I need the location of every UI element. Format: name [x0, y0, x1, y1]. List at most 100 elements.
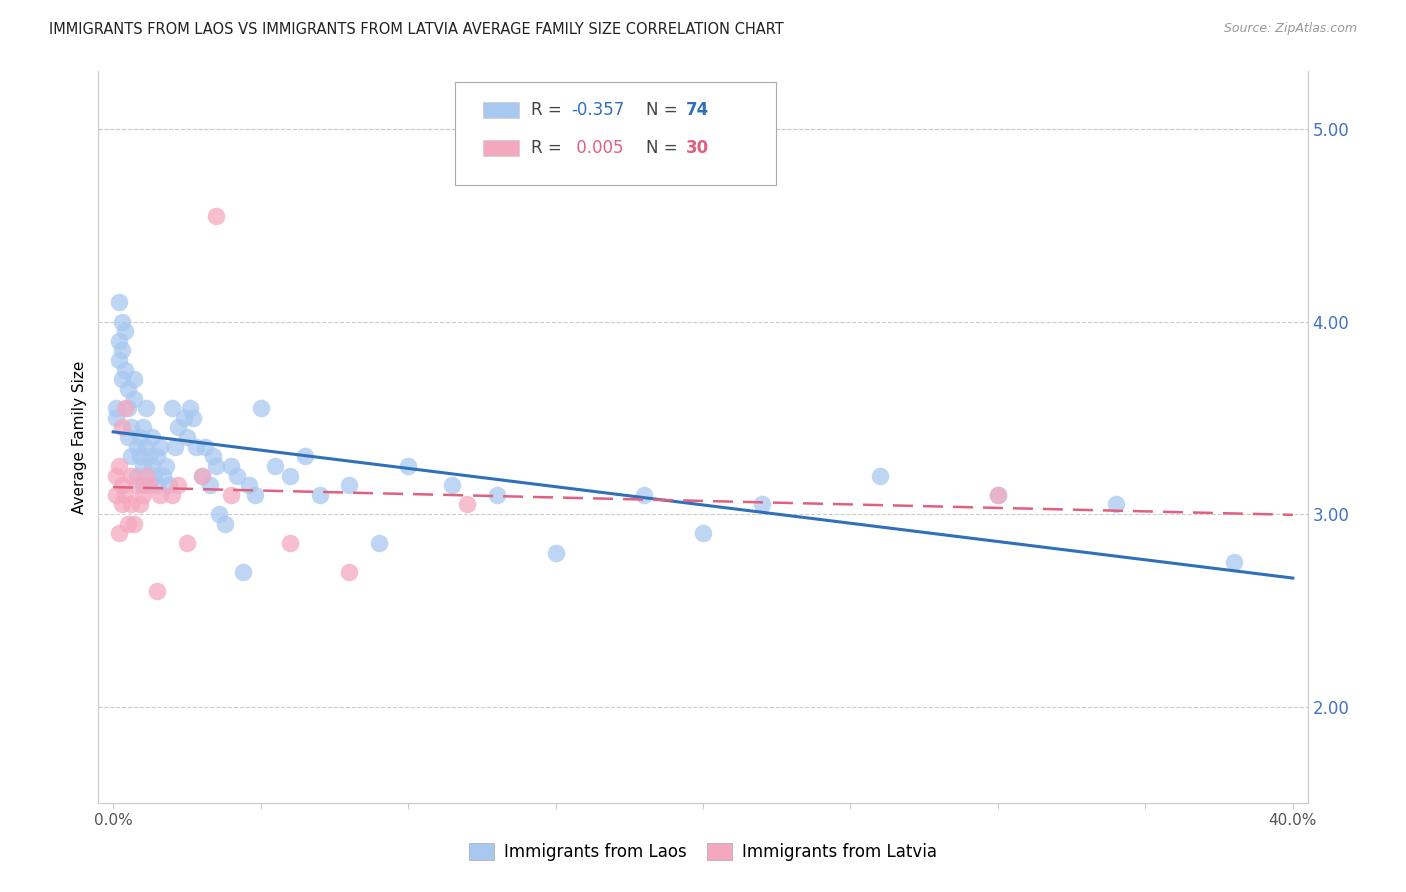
Point	[208, 507, 231, 521]
Point	[264, 458, 287, 473]
Point	[214, 516, 236, 531]
Point	[278, 468, 301, 483]
Point	[869, 468, 891, 483]
Point	[111, 372, 134, 386]
FancyBboxPatch shape	[482, 102, 519, 118]
Point	[232, 565, 254, 579]
Point	[337, 565, 360, 579]
Point	[138, 450, 160, 464]
Point	[128, 498, 150, 512]
Point	[108, 526, 131, 541]
Point	[987, 488, 1010, 502]
Point	[165, 440, 187, 454]
Point	[1223, 555, 1246, 569]
Point	[190, 468, 212, 483]
Point	[125, 440, 148, 454]
Point	[219, 488, 242, 502]
Point	[219, 458, 242, 473]
Point	[114, 401, 136, 416]
Point	[105, 488, 128, 502]
Point	[308, 488, 330, 502]
Point	[987, 488, 1010, 502]
Point	[108, 295, 131, 310]
Point	[176, 536, 198, 550]
Point	[122, 516, 145, 531]
Point	[120, 468, 142, 483]
Point	[176, 430, 198, 444]
Point	[117, 430, 139, 444]
Point	[135, 468, 157, 483]
Point	[131, 478, 153, 492]
Point	[194, 440, 217, 454]
Point	[120, 420, 142, 434]
Point	[105, 401, 128, 416]
Point	[456, 498, 478, 512]
Point	[167, 478, 190, 492]
Y-axis label: Average Family Size: Average Family Size	[72, 360, 87, 514]
Point	[111, 498, 134, 512]
Point	[181, 410, 204, 425]
Point	[751, 498, 773, 512]
Point	[141, 458, 163, 473]
Point	[200, 478, 222, 492]
Point	[184, 440, 207, 454]
Text: Source: ZipAtlas.com: Source: ZipAtlas.com	[1223, 22, 1357, 36]
Point	[138, 478, 160, 492]
Legend: Immigrants from Laos, Immigrants from Latvia: Immigrants from Laos, Immigrants from La…	[463, 836, 943, 868]
Text: 74: 74	[686, 101, 709, 120]
Point	[205, 458, 228, 473]
Text: R =: R =	[531, 101, 567, 120]
Point	[167, 420, 190, 434]
Point	[179, 401, 201, 416]
Point	[135, 401, 157, 416]
Text: IMMIGRANTS FROM LAOS VS IMMIGRANTS FROM LATVIA AVERAGE FAMILY SIZE CORRELATION C: IMMIGRANTS FROM LAOS VS IMMIGRANTS FROM …	[49, 22, 785, 37]
Point	[114, 488, 136, 502]
Point	[122, 372, 145, 386]
Point	[117, 382, 139, 396]
Point	[131, 420, 153, 434]
Point	[337, 478, 360, 492]
Point	[143, 468, 166, 483]
Point	[205, 209, 228, 223]
Point	[278, 536, 301, 550]
Point	[146, 450, 169, 464]
Point	[249, 401, 271, 416]
Point	[633, 488, 655, 502]
Point	[135, 440, 157, 454]
Point	[111, 420, 134, 434]
Text: N =: N =	[647, 101, 683, 120]
Point	[120, 450, 142, 464]
Point	[122, 392, 145, 406]
Point	[125, 468, 148, 483]
Point	[105, 468, 128, 483]
Point	[149, 440, 172, 454]
Point	[108, 334, 131, 348]
Text: 30: 30	[686, 139, 709, 157]
Point	[117, 516, 139, 531]
Point	[190, 468, 212, 483]
Point	[114, 324, 136, 338]
Point	[131, 488, 153, 502]
Point	[111, 343, 134, 358]
Point	[128, 450, 150, 464]
Point	[441, 478, 464, 492]
Point	[544, 545, 567, 559]
Text: 0.005: 0.005	[571, 139, 624, 157]
Point	[108, 458, 131, 473]
Point	[146, 584, 169, 599]
Point	[117, 401, 139, 416]
Point	[155, 458, 177, 473]
Point	[243, 488, 266, 502]
Point	[128, 430, 150, 444]
Point	[160, 488, 183, 502]
Point	[149, 488, 172, 502]
Point	[226, 468, 249, 483]
Point	[111, 315, 134, 329]
Point	[108, 353, 131, 368]
Point	[141, 430, 163, 444]
Point	[152, 468, 174, 483]
FancyBboxPatch shape	[482, 140, 519, 156]
FancyBboxPatch shape	[456, 82, 776, 185]
Text: -0.357: -0.357	[571, 101, 624, 120]
Point	[146, 478, 169, 492]
